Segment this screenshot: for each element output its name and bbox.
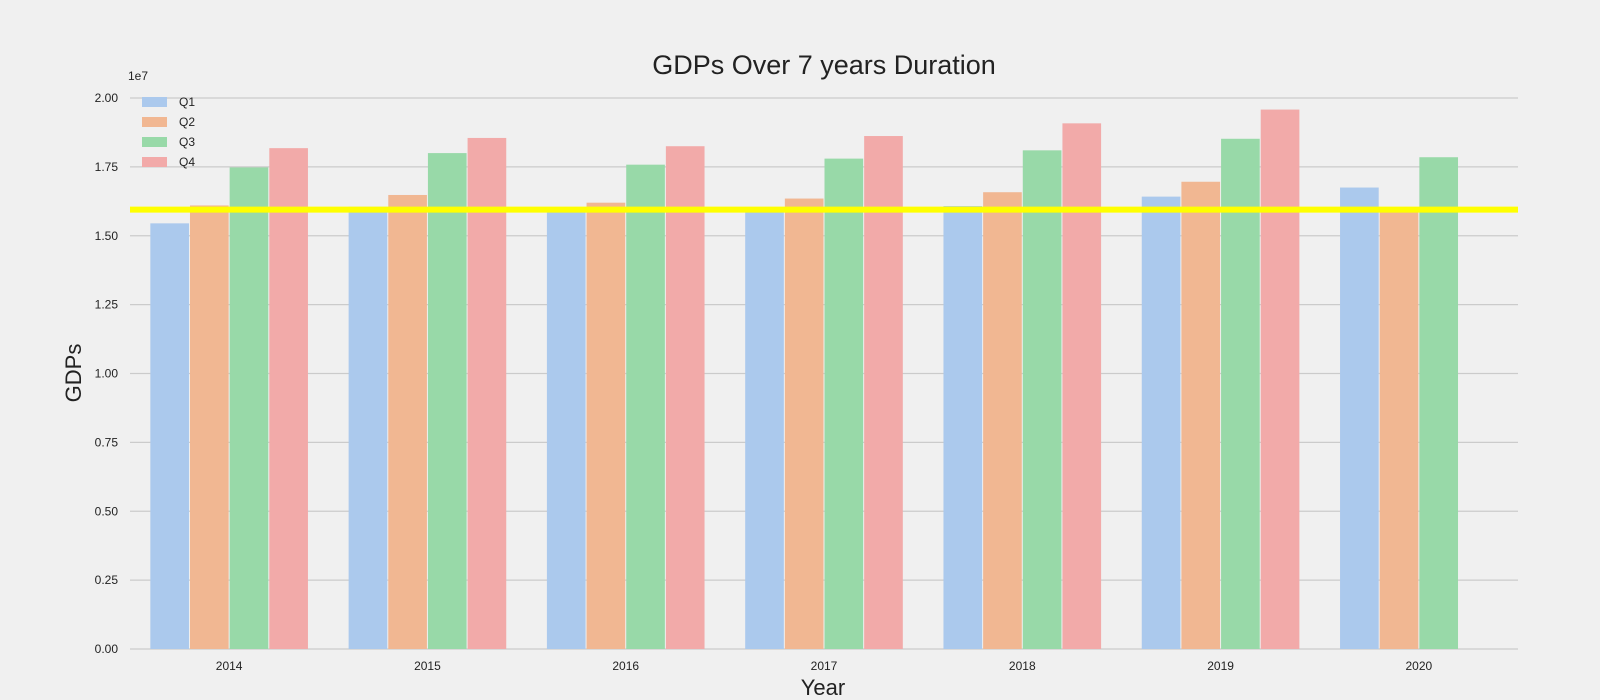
x-tick-label: 2014 <box>216 659 243 673</box>
legend-label-q4: Q4 <box>179 155 195 169</box>
x-tick-label: 2019 <box>1207 659 1234 673</box>
y-tick-label: 0.00 <box>95 642 119 656</box>
bar-q2-2016 <box>586 202 626 649</box>
bar-q1-2015 <box>348 206 388 649</box>
bar-q4-2015 <box>467 137 507 649</box>
bar-q1-2018 <box>943 205 983 649</box>
bar-q1-2014 <box>150 223 189 650</box>
bar-q3-2015 <box>427 153 467 649</box>
bar-q1-2016 <box>546 212 586 649</box>
x-tick-label: 2016 <box>612 659 639 673</box>
y-tick-label: 1.25 <box>95 298 119 312</box>
legend: Q1 Q2 Q3 Q4 <box>142 95 195 169</box>
legend-swatch-q3 <box>142 137 167 147</box>
x-tick-label: 2015 <box>414 659 441 673</box>
bar-q2-2020 <box>1379 210 1419 649</box>
bar-q3-2020 <box>1419 157 1459 650</box>
gridlines <box>130 97 1518 650</box>
bar-q4-2014 <box>269 148 308 650</box>
bar-q1-2019 <box>1141 196 1181 649</box>
bar-q3-2016 <box>626 164 665 649</box>
y-tick-label: 0.50 <box>95 504 119 518</box>
bar-q4-2016 <box>665 146 705 649</box>
x-tick-label: 2018 <box>1009 659 1036 673</box>
y-scale-label: 1e7 <box>128 69 148 83</box>
chart-title: GDPs Over 7 years Duration <box>652 50 996 80</box>
legend-label-q2: Q2 <box>179 115 195 129</box>
y-tick-label: 1.50 <box>95 229 119 243</box>
bar-q4-2018 <box>1062 123 1102 649</box>
bar-q1-2020 <box>1340 187 1379 649</box>
bar-q3-2014 <box>229 167 269 649</box>
bar-q2-2014 <box>189 205 229 649</box>
y-tick-label: 1.75 <box>95 160 119 174</box>
bar-q3-2017 <box>824 158 864 650</box>
legend-swatch-q2 <box>142 117 167 127</box>
bar-q4-2017 <box>864 136 903 650</box>
legend-swatch-q4 <box>142 157 167 167</box>
bars <box>150 109 1459 650</box>
y-axis-title: GDPs <box>61 344 86 403</box>
bar-q2-2017 <box>784 198 824 649</box>
x-tick-labels: 2014 2015 2016 2017 2018 2019 2020 <box>216 659 1433 673</box>
legend-label-q1: Q1 <box>179 95 195 109</box>
bar-q2-2015 <box>388 194 427 649</box>
bar-q2-2019 <box>1181 181 1221 649</box>
bar-q4-2019 <box>1260 109 1300 650</box>
x-tick-label: 2017 <box>811 659 838 673</box>
y-tick-label: 1.00 <box>95 367 119 381</box>
x-tick-label: 2020 <box>1406 659 1433 673</box>
bar-q2-2018 <box>983 192 1022 649</box>
bar-q1-2017 <box>745 212 784 649</box>
legend-label-q3: Q3 <box>179 135 195 149</box>
legend-swatch-q1 <box>142 97 167 107</box>
bar-q3-2018 <box>1022 150 1062 649</box>
bar-q3-2019 <box>1221 138 1260 650</box>
y-tick-labels: 0.00 0.25 0.50 0.75 1.00 1.25 1.50 1.75 2.00 <box>95 91 119 656</box>
y-tick-label: 0.25 <box>95 573 119 587</box>
y-tick-label: 0.75 <box>95 435 119 449</box>
x-axis-title: Year <box>801 675 845 700</box>
y-tick-label: 2.00 <box>95 91 119 105</box>
